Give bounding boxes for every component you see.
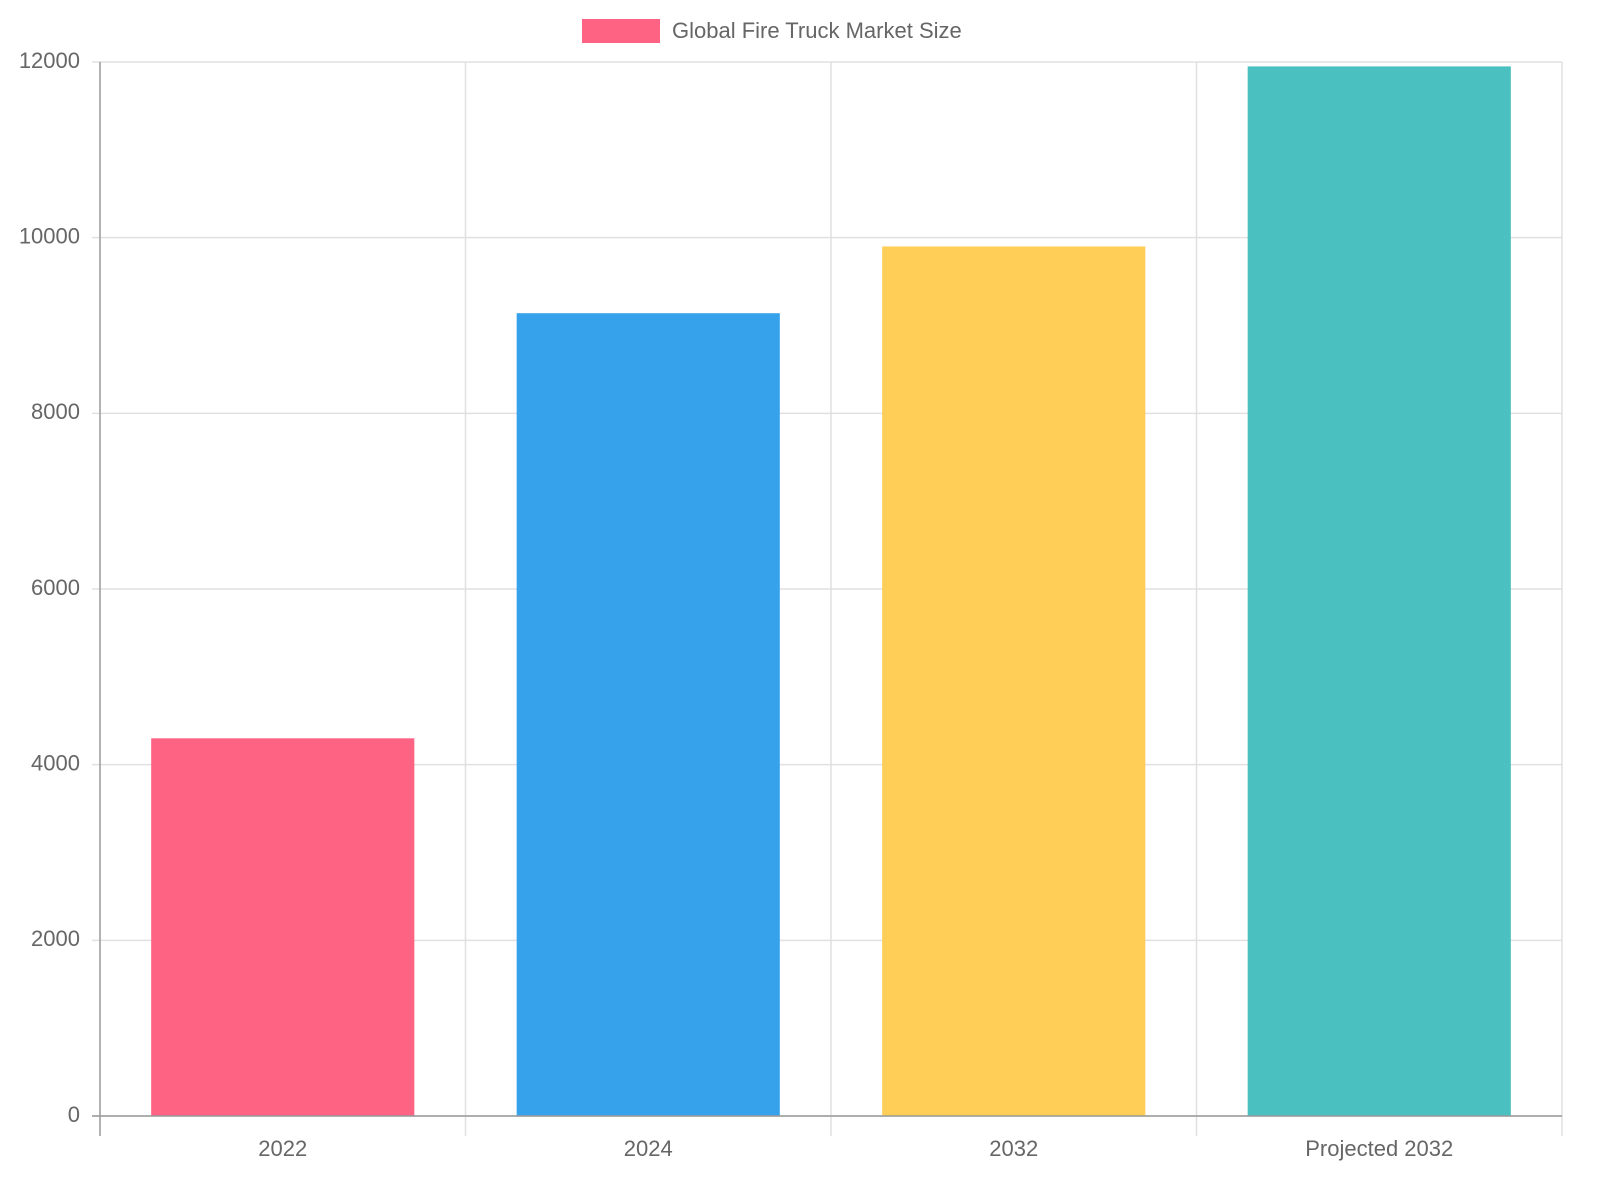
bar xyxy=(882,246,1146,1116)
y-tick-label: 6000 xyxy=(31,575,80,600)
x-tick-label: Projected 2032 xyxy=(1305,1136,1453,1161)
bar xyxy=(1247,66,1511,1116)
y-tick-label: 0 xyxy=(68,1102,80,1127)
bar xyxy=(516,313,780,1116)
legend-swatch[interactable] xyxy=(582,19,660,43)
x-tick-label: 2032 xyxy=(989,1136,1038,1161)
x-tick-label: 2022 xyxy=(258,1136,307,1161)
x-tick-label: 2024 xyxy=(624,1136,673,1161)
y-tick-label: 8000 xyxy=(31,399,80,424)
bar xyxy=(151,738,415,1116)
y-tick-label: 12000 xyxy=(19,48,80,73)
y-tick-label: 10000 xyxy=(19,223,80,248)
y-tick-label: 4000 xyxy=(31,750,80,775)
y-tick-label: 2000 xyxy=(31,926,80,951)
legend-label[interactable]: Global Fire Truck Market Size xyxy=(672,18,962,43)
